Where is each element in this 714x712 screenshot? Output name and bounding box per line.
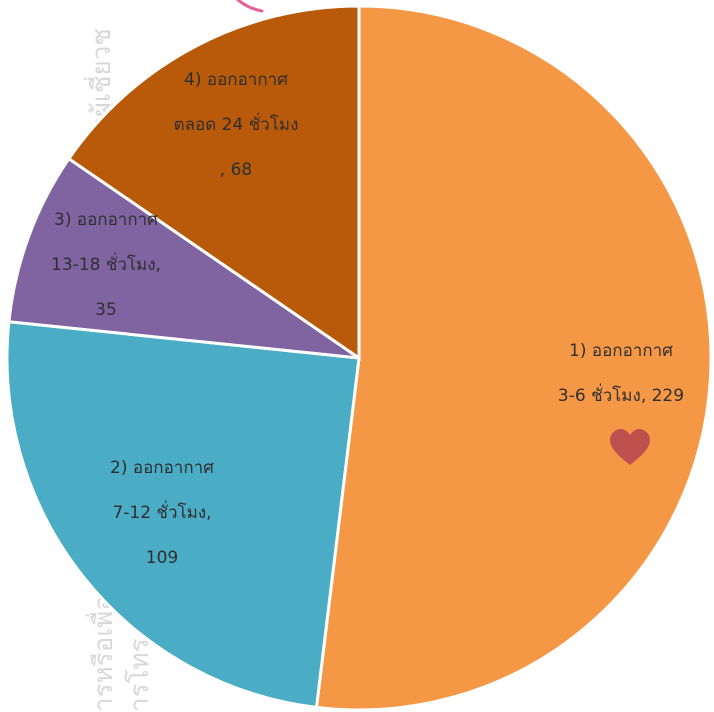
slice-label-4-line-2: ตลอด 24 ชั่วโมง <box>174 112 299 135</box>
heart-icon <box>610 429 650 465</box>
slice-label-2-line-3: 109 <box>146 548 178 568</box>
slice-label-2-line-2: 7-12 ชั่วโมง, <box>112 500 211 523</box>
slice-label-1-line-1: 1) ออกอากาศ <box>569 341 673 361</box>
slice-label-3: 3) ออกอากาศ 13-18 ชั่วโมง, 35 <box>51 210 161 320</box>
slice-label-3-line-1: 3) ออกอากาศ <box>54 210 158 230</box>
slice-label-4-line-3: , 68 <box>220 160 252 180</box>
pie-slices <box>5 4 713 712</box>
pink-swash-decoration <box>236 0 264 13</box>
pie-slice-3 <box>7 156 360 360</box>
pie-slice-2 <box>5 320 361 710</box>
slice-label-3-line-3: 35 <box>95 300 117 320</box>
slice-label-1-line-2: 3-6 ชั่วโมง, 229 <box>558 383 684 406</box>
slice-label-2: 2) ออกอากาศ 7-12 ชั่วโมง, 109 <box>110 458 214 568</box>
background-faint-text-3: ารโทร <box>124 638 155 712</box>
pie-slice-1 <box>314 4 713 712</box>
slice-label-2-line-1: 2) ออกอากาศ <box>110 458 214 478</box>
slice-label-4: 4) ออกอากาศตลอด 24 ชั่วโมง , 68 <box>174 70 299 180</box>
slice-label-1: 1) ออกอากาศ 3-6 ชั่วโมง, 229 <box>558 341 684 406</box>
slice-label-3-line-2: 13-18 ชั่วโมง, <box>51 252 161 275</box>
pie-slice-4 <box>66 4 361 361</box>
slice-label-4-line-1: 4) ออกอากาศ <box>184 70 288 90</box>
slice-labels: 1) ออกอากาศ 3-6 ชั่วโมง, 229 2) ออกอากาศ 7-… <box>51 70 684 568</box>
